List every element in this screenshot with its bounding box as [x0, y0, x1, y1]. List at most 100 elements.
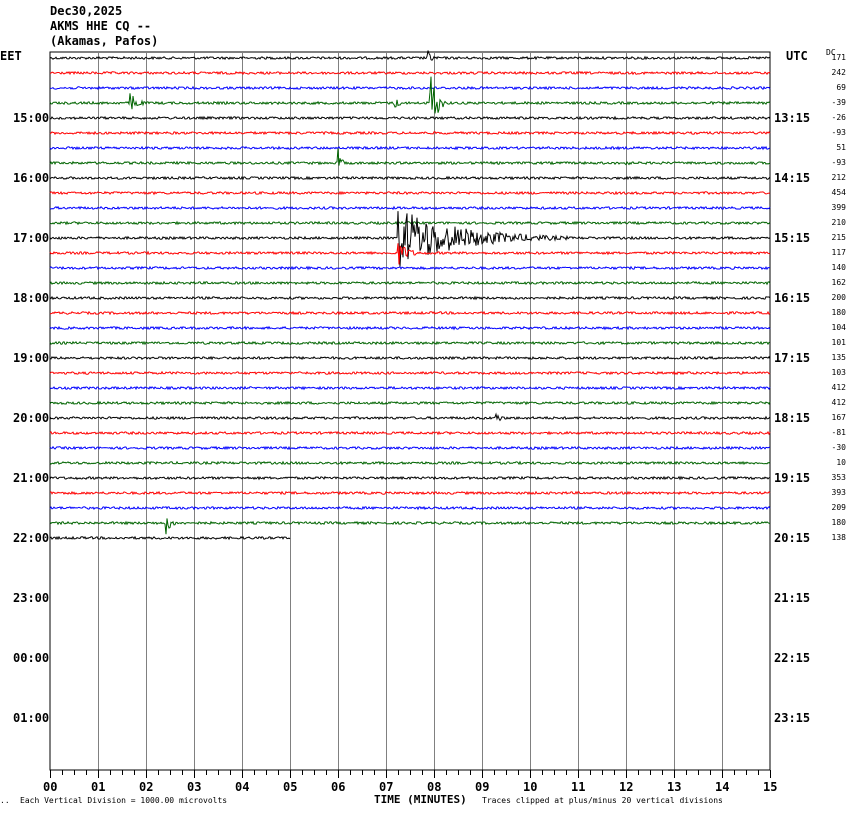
dc-offset-label: 180: [831, 518, 846, 527]
vertical-division-note: Each Vertical Division = 1000.00 microvo…: [20, 796, 228, 805]
left-hour-label: 18:00: [13, 291, 50, 305]
seismic-trace: [49, 205, 771, 211]
x-tick-label: 01: [91, 780, 106, 794]
seismic-trace: [49, 340, 771, 346]
right-hour-label: 22:15: [774, 651, 811, 665]
plot-frame: [49, 51, 771, 771]
x-tick-label: 06: [331, 780, 346, 794]
dc-offset-label: -93: [831, 158, 846, 167]
dc-offset-label: 353: [831, 473, 846, 482]
dc-offset-label: 393: [831, 488, 846, 497]
right-hour-label: 20:15: [774, 531, 811, 545]
seismic-trace: [49, 518, 771, 535]
x-axis: [50, 769, 771, 778]
x-tick-label: 11: [571, 780, 586, 794]
left-hour-label: 00:00: [13, 651, 50, 665]
left-hour-label: 17:00: [13, 231, 50, 245]
left-hour-label: 21:00: [13, 471, 50, 485]
dc-header-label: DC: [826, 48, 836, 57]
x-tick-label: 10: [523, 780, 538, 794]
dc-offset-label: 69: [836, 83, 846, 92]
seismic-trace: [49, 490, 771, 496]
dc-offset-label: 210: [831, 218, 846, 227]
dc-offset-label: 215: [831, 233, 846, 242]
dc-offset-label: 162: [831, 278, 846, 287]
grid-lines: [49, 51, 771, 771]
station-label: AKMS HHE CQ --: [50, 19, 152, 33]
left-hour-label: 20:00: [13, 411, 50, 425]
x-tick-label: 08: [427, 780, 442, 794]
dc-offset-label: 51: [836, 143, 846, 152]
seismic-trace: [49, 310, 771, 316]
location-label: (Akamas, Pafos): [50, 34, 159, 48]
x-tick-label: 12: [619, 780, 634, 794]
dc-offset-label: 212: [831, 173, 846, 182]
left-timezone-label: EET: [0, 49, 22, 63]
seismic-trace: [49, 115, 771, 121]
dc-offset-label: -81: [831, 428, 846, 437]
dc-offset-label: 135: [831, 353, 846, 362]
dc-offset-label: 399: [831, 203, 846, 212]
dc-offset-label: 103: [831, 368, 846, 377]
seismic-trace: [49, 430, 771, 436]
seismic-trace: [49, 535, 291, 541]
x-tick-label: 09: [475, 780, 490, 794]
seismic-trace: [49, 130, 771, 136]
dc-offset-label: -39: [831, 98, 846, 107]
seismic-trace: [49, 505, 771, 511]
seismic-trace: [49, 211, 771, 267]
dc-offset-label: 138: [831, 533, 846, 542]
dc-offset-label: 104: [831, 323, 846, 332]
dc-offset-label: 167: [831, 413, 846, 422]
dc-offset-label: 140: [831, 263, 846, 272]
dc-offset-label: 101: [831, 338, 846, 347]
dc-offset-label: 412: [831, 383, 846, 392]
corner-mark: ..: [0, 796, 10, 805]
x-axis-title: TIME (MINUTES): [374, 793, 467, 806]
dc-offset-label: 10: [836, 458, 846, 467]
x-tick-label: 14: [715, 780, 730, 794]
seismic-trace: [49, 243, 771, 265]
left-hour-label: 01:00: [13, 711, 50, 725]
seismic-trace: [49, 190, 771, 196]
dc-offset-label: 209: [831, 503, 846, 512]
date-label: Dec30,2025: [50, 4, 123, 18]
seismic-trace: [49, 295, 771, 301]
dc-offset-label: 454: [831, 188, 846, 197]
seismic-trace: [49, 280, 771, 286]
x-tick-label: 04: [235, 780, 250, 794]
seismic-trace: [49, 325, 771, 331]
x-tick-label: 02: [139, 780, 154, 794]
seismic-trace: [49, 475, 771, 481]
left-hour-label: 22:00: [13, 531, 50, 545]
seismic-trace: [49, 265, 771, 271]
seismic-trace: [49, 148, 771, 166]
left-hour-label: 15:00: [13, 111, 50, 125]
seismic-trace: [49, 355, 771, 361]
right-hour-label: 19:15: [774, 471, 811, 485]
seismic-trace: [49, 370, 771, 376]
seismic-trace: [49, 76, 771, 114]
right-hour-label: 15:15: [774, 231, 811, 245]
dc-offset-label: -93: [831, 128, 846, 137]
seismic-trace: [49, 145, 771, 151]
right-hour-label: 14:15: [774, 171, 811, 185]
x-tick-label: 13: [667, 780, 682, 794]
seismic-trace: [49, 175, 771, 181]
left-hour-label: 19:00: [13, 351, 50, 365]
right-hour-label: 16:15: [774, 291, 811, 305]
dc-offset-label: 171: [831, 53, 846, 62]
dc-offset-label: 180: [831, 308, 846, 317]
right-hour-label: 23:15: [774, 711, 811, 725]
x-tick-label: 07: [379, 780, 394, 794]
seismic-trace: [49, 70, 771, 76]
left-hour-label: 23:00: [13, 591, 50, 605]
dc-offset-label: 200: [831, 293, 846, 302]
seismic-trace: [49, 400, 771, 406]
seismic-trace: [49, 220, 771, 226]
x-tick-label: 15: [763, 780, 778, 794]
seismic-trace: [49, 385, 771, 391]
x-tick-label: 05: [283, 780, 298, 794]
right-hour-label: 18:15: [774, 411, 811, 425]
